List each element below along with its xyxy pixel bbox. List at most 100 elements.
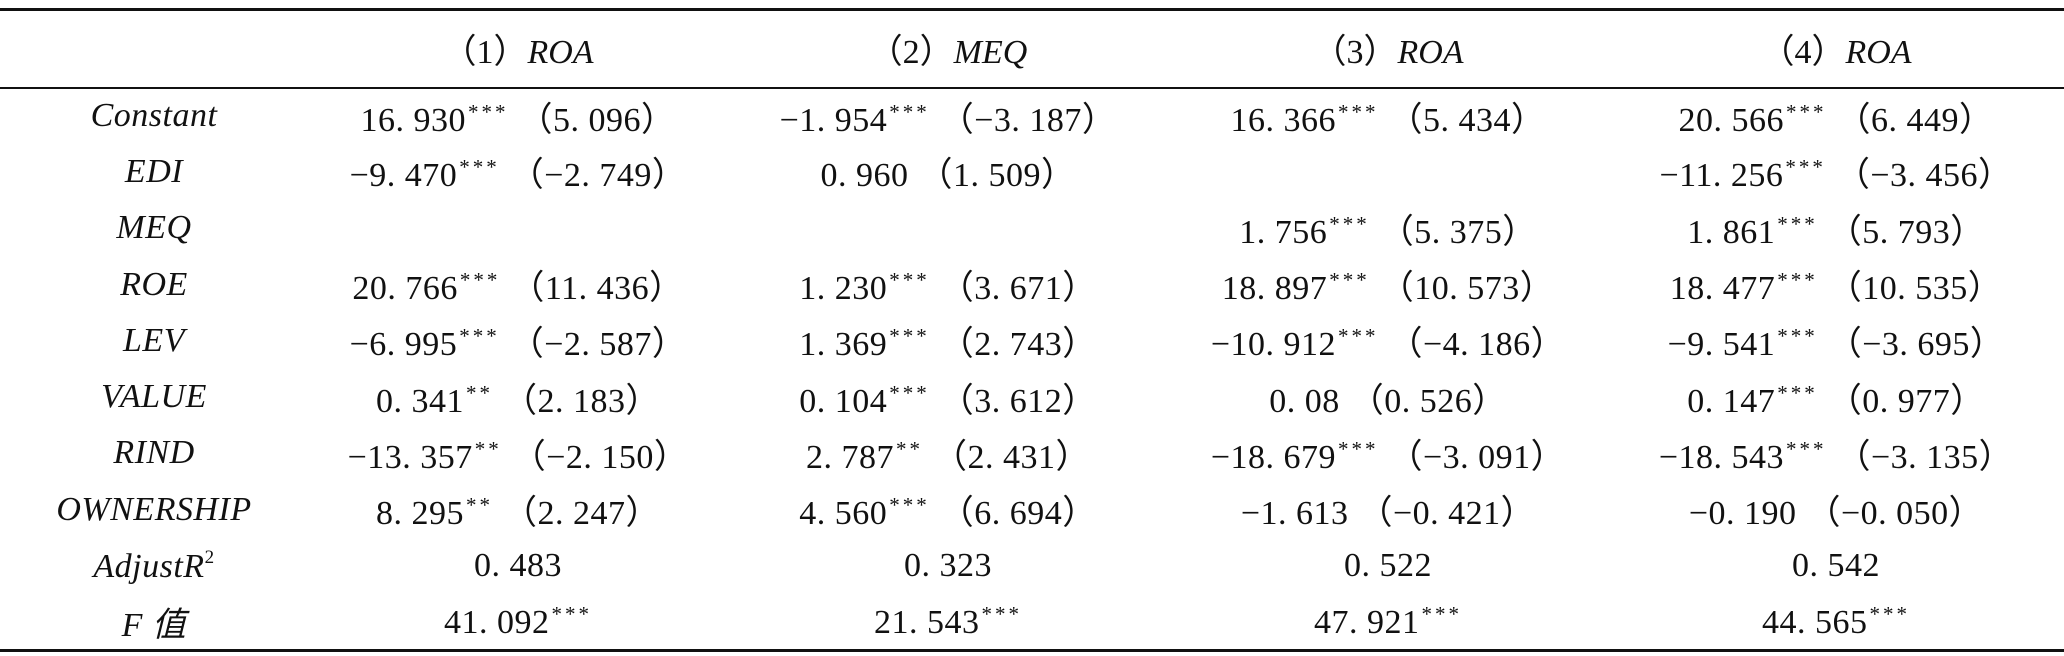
coefficient: −1. 613 [1240,495,1349,533]
row-label: AdjustR2 [0,538,308,594]
row-label: ROE [0,256,308,312]
column-header-4: （4）ROA [1608,8,2064,89]
significance-stars: *** [1338,324,1379,349]
value-cell: −13. 357** （−2. 150） [308,425,728,481]
variable-name: OWNERSHIP [56,490,252,528]
coefficient: −18. 543 [1658,438,1784,476]
value-cell: −11. 256*** （−3. 456） [1608,144,2064,200]
significance-stars: *** [981,601,1022,626]
coefficient: 0. 542 [1792,547,1880,585]
coefficient: 1. 756 [1239,213,1328,251]
value-cell: 18. 477*** （10. 535） [1608,256,2064,312]
column-header-2: （2）MEQ [728,8,1168,89]
coefficient: −18. 679 [1210,438,1336,476]
coefficient: 18. 477 [1669,270,1776,308]
t-statistic: （5. 375） [1379,213,1537,251]
significance-stars: *** [459,324,500,349]
t-statistic: （−4. 186） [1388,326,1566,364]
value-cell: 8. 295** （2. 247） [308,482,728,538]
variable-name: LEV [123,321,185,359]
coefficient: 1. 369 [799,326,888,364]
significance-stars: *** [1329,211,1370,236]
row-label: MEQ [0,200,308,256]
row-label: Constant [0,88,308,144]
row-label: VALUE [0,369,308,425]
coefficient: 0. 960 [820,157,909,195]
t-statistic: （−0. 421） [1358,495,1536,533]
t-statistic: （−3. 456） [1835,157,2013,195]
table-row: VALUE 0. 341** （2. 183） 0. 104*** （3. 612） 0.… [0,369,2064,425]
value-cell: 44. 565*** [1608,594,2064,652]
table-row: OWNERSHIP 8. 295** （2. 247） 4. 560*** （6. 69… [0,482,2064,538]
t-statistic: （−3. 091） [1388,438,1566,476]
value-cell [308,200,728,256]
column-header-3: （3）ROA [1168,8,1608,89]
value-cell: 20. 566*** （6. 449） [1608,88,2064,144]
t-statistic: （−3. 187） [939,101,1117,139]
variable-name: Constant [90,97,218,135]
coefficient: 0. 341 [376,382,464,420]
table-row: MEQ 1. 756*** （5. 375） 1. 861*** （5. 793） [0,200,2064,256]
significance-stars: *** [1869,601,1910,626]
coefficient: 0. 522 [1344,547,1432,585]
coefficient: 16. 930 [360,101,466,139]
t-statistic: （2. 247） [503,495,660,533]
variable-name: MEQ [116,209,192,247]
significance-stars: ** [466,380,493,405]
value-cell: 47. 921*** [1168,594,1608,652]
value-cell [728,200,1168,256]
coefficient: 8. 295 [376,495,464,533]
coefficient: −9. 541 [1667,326,1776,364]
t-statistic: （−2. 150） [511,438,689,476]
coefficient: −0. 190 [1688,495,1797,533]
variable-name: EDI [124,152,184,190]
significance-stars: *** [889,324,930,349]
value-cell: 0. 104*** （3. 612） [728,369,1168,425]
value-cell: 1. 369*** （2. 743） [728,313,1168,369]
significance-stars: *** [1777,268,1818,293]
significance-stars: *** [889,268,930,293]
table-header: （1）ROA （2）MEQ （3）ROA （4）ROA [0,8,2064,89]
coefficient: −6. 995 [349,326,458,364]
value-cell: 1. 756*** （5. 375） [1168,200,1608,256]
coefficient: −10. 912 [1210,326,1336,364]
significance-stars: *** [468,99,509,124]
table-body: Constant 16. 930*** （5. 096） −1. 954*** （−3.… [0,88,2064,652]
t-statistic: （−3. 135） [1836,438,2014,476]
significance-stars: *** [1785,155,1826,180]
value-cell: 1. 861*** （5. 793） [1608,200,2064,256]
value-cell: 16. 930*** （5. 096） [308,88,728,144]
significance-stars: *** [889,99,930,124]
coefficient: 47. 921 [1314,603,1420,641]
value-cell: −18. 543*** （−3. 135） [1608,425,2064,481]
value-cell: 0. 542 [1608,538,2064,594]
significance-stars: *** [889,380,930,405]
value-cell: 1. 230*** （3. 671） [728,256,1168,312]
t-statistic: （5. 434） [1388,101,1546,139]
coefficient: 0. 483 [474,547,562,585]
coefficient: −9. 470 [349,157,458,195]
value-cell: 16. 366*** （5. 434） [1168,88,1608,144]
t-statistic: （3. 671） [939,270,1097,308]
t-statistic: （−0. 050） [1806,495,1984,533]
value-cell [1168,144,1608,200]
header-blank-cell [0,8,308,89]
value-cell: −9. 541*** （−3. 695） [1608,313,2064,369]
coefficient: 2. 787 [806,438,894,476]
value-cell: 0. 960 （1. 509） [728,144,1168,200]
value-cell: 18. 897*** （10. 573） [1168,256,1608,312]
table-row: LEV −6. 995*** （−2. 587） 1. 369*** （2. 743） −… [0,313,2064,369]
value-cell: 0. 147*** （0. 977） [1608,369,2064,425]
t-statistic: （5. 793） [1827,213,1985,251]
coefficient: 0. 104 [799,382,888,420]
column-header-1: （1）ROA [308,8,728,89]
value-cell: −9. 470*** （−2. 749） [308,144,728,200]
t-statistic: （−3. 695） [1827,326,2005,364]
significance-stars: *** [1786,99,1827,124]
significance-stars: *** [1329,268,1370,293]
coefficient: 41. 092 [444,603,550,641]
significance-stars: *** [551,601,592,626]
row-label: LEV [0,313,308,369]
coefficient: −11. 256 [1659,157,1784,195]
coefficient: 1. 230 [799,270,888,308]
